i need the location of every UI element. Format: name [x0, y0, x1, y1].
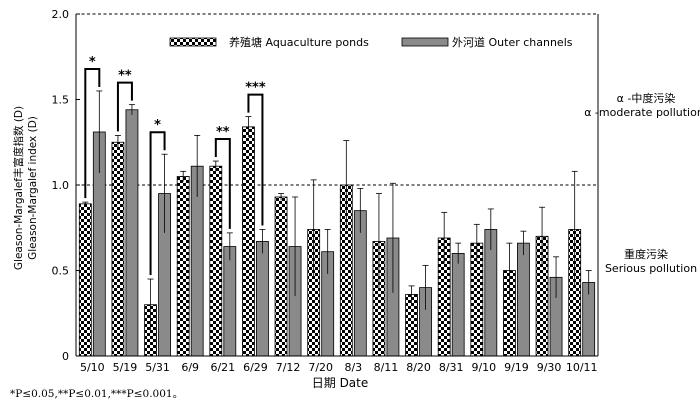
x-tick-label: 5/10	[80, 361, 105, 374]
significance-label: **	[118, 69, 132, 84]
x-tick-label: 9/19	[504, 361, 529, 374]
bar-outer-channel	[125, 109, 139, 357]
y-tick-label: 1.5	[52, 94, 70, 107]
bar-aquaculture	[274, 196, 288, 357]
bar-outer-channel	[451, 252, 465, 357]
bar-aquaculture	[111, 141, 125, 357]
y-tick-label: 0	[62, 350, 69, 363]
annotation-serious-en: Serious pollution	[605, 262, 697, 275]
x-tick-label: 8/3	[344, 361, 362, 374]
bar-outer-channel	[223, 246, 237, 357]
significance-label: **	[216, 125, 230, 140]
bar-outer-channel	[517, 242, 530, 357]
x-tick-label: 6/29	[243, 361, 268, 374]
significance-bracket	[247, 93, 264, 226]
x-tick-label: 9/10	[471, 361, 496, 374]
legend-label-outer-channels: 外河道 Outer channels	[452, 35, 573, 49]
significance-bracket	[214, 138, 231, 229]
legend-swatch-outer-channels	[401, 37, 449, 47]
x-tick-label: 9/30	[537, 361, 562, 374]
bar-outer-channel	[256, 241, 269, 357]
y-tick-label: 2.0	[52, 8, 70, 21]
legend-label-aquaculture: 养殖塘 Aquaculture ponds	[229, 35, 369, 49]
significance-label: *	[89, 55, 96, 70]
y-tick-label: 1.0	[52, 179, 70, 192]
legend-swatch-aquaculture	[169, 37, 217, 47]
bar-aquaculture	[78, 203, 92, 357]
x-tick-label: 5/19	[113, 361, 138, 374]
bar-aquaculture	[405, 294, 418, 357]
x-tick-label: 7/20	[308, 361, 333, 374]
significance-footnote: *P≤0.05,**P≤0.01,***P≤0.001。	[10, 388, 184, 400]
x-tick-label: 10/11	[566, 361, 598, 374]
significance-label: *	[154, 118, 161, 133]
annotation-moderate-en: α -moderate pollution	[584, 106, 700, 119]
significance-bracket	[149, 131, 166, 276]
x-tick-label: 5/31	[145, 361, 170, 374]
bar-aquaculture	[242, 126, 255, 357]
y-axis-title-line2: Gleason-Margalef index (D)	[27, 116, 39, 260]
significance-bracket	[84, 67, 101, 199]
x-tick-label: 8/11	[374, 361, 399, 374]
bar-aquaculture	[209, 165, 223, 357]
y-axis-title-line1: Gleason-Margalef丰富度指数 (D)	[12, 106, 25, 270]
significance-bracket	[116, 81, 133, 132]
x-tick-label: 8/31	[439, 361, 464, 374]
annotation-serious-cn: 重度污染	[624, 247, 668, 261]
x-tick-label: 8/20	[406, 361, 431, 374]
significance-label: ***	[245, 81, 266, 96]
x-tick-label: 7/12	[276, 361, 301, 374]
y-tick-label: 0.5	[52, 265, 70, 278]
annotation-moderate-cn: α -中度污染	[617, 91, 676, 105]
x-tick-label: 6/21	[210, 361, 235, 374]
x-tick-label: 6/9	[181, 361, 199, 374]
x-axis-title: 日期 Date	[312, 376, 369, 390]
bar-aquaculture	[176, 176, 190, 357]
